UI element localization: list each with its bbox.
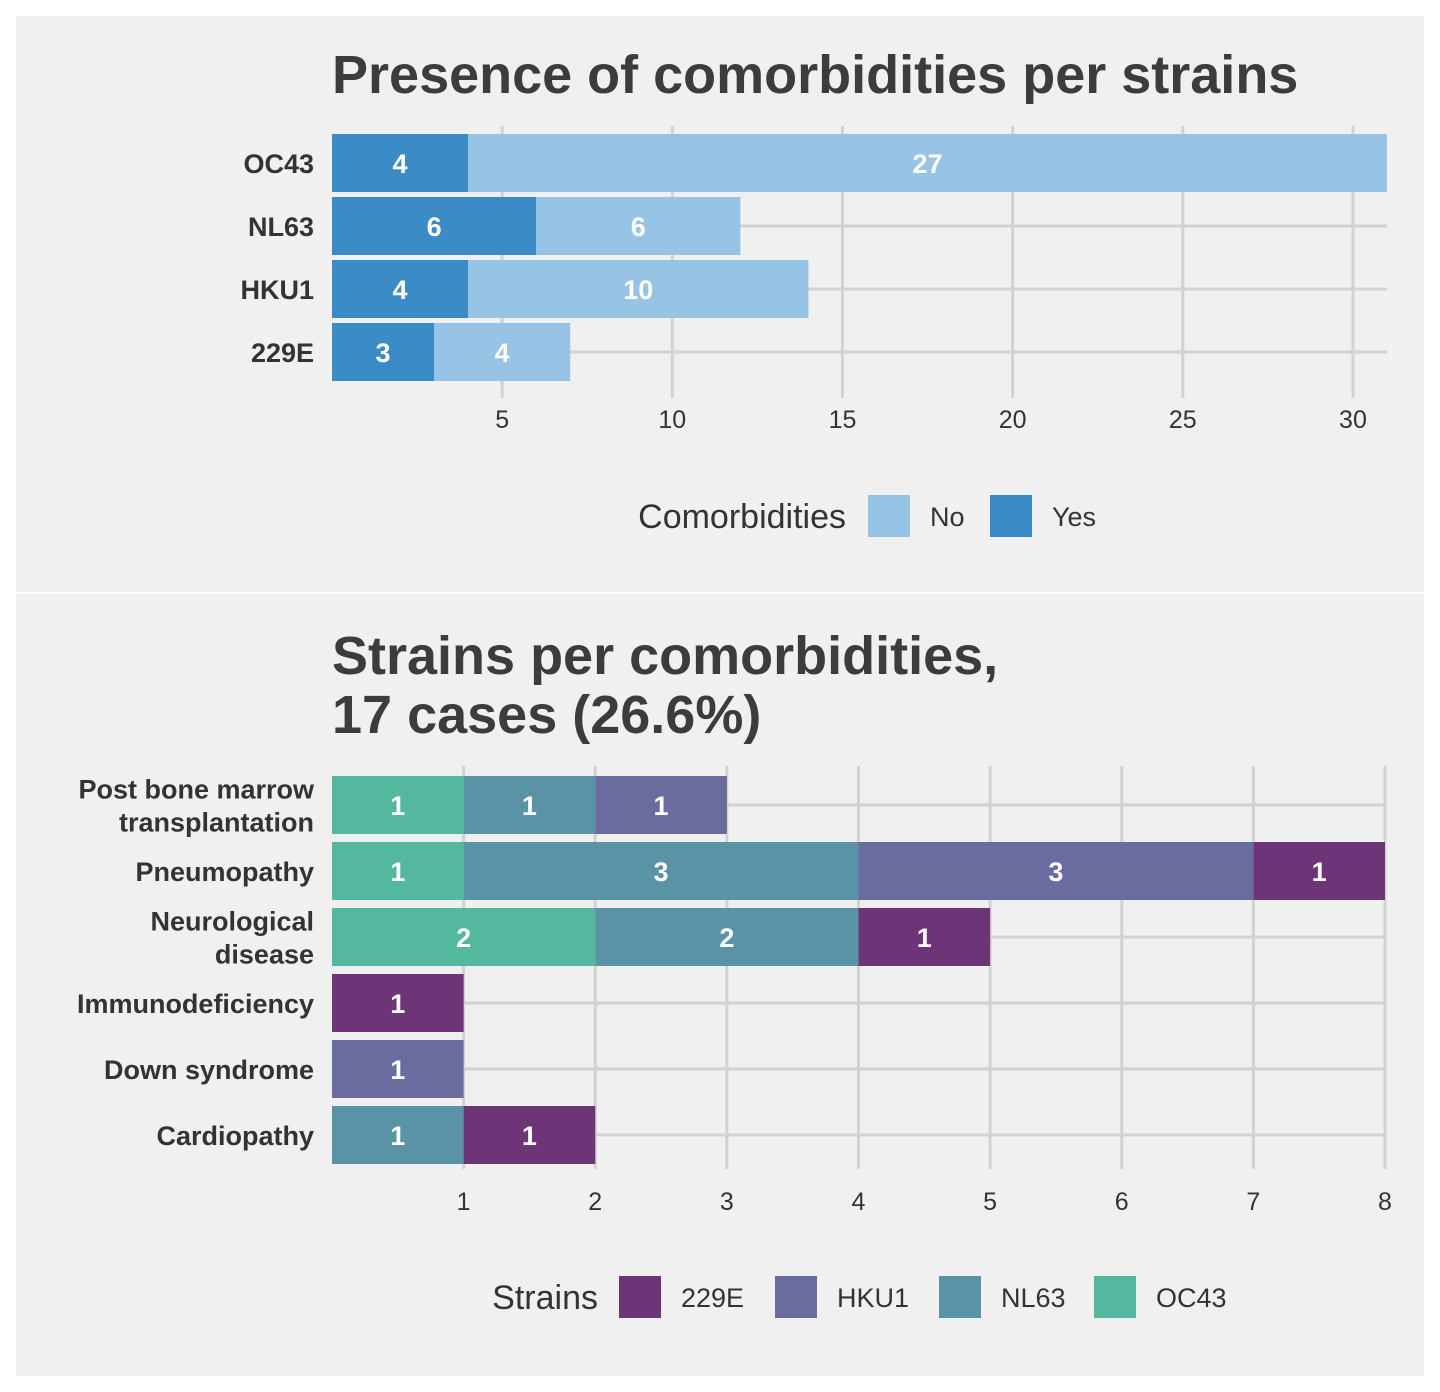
x-tick-label: 30: [1339, 406, 1367, 434]
legend-key: [939, 1276, 981, 1318]
chart-title-line: Strains per comorbidities,: [332, 626, 998, 686]
category-label: OC43: [243, 149, 314, 179]
bar-value-label: 10: [623, 275, 653, 305]
bar-value-label: 1: [917, 923, 932, 953]
bar-value-label: 4: [393, 149, 408, 179]
bar-segment: [332, 908, 596, 966]
category-label: transplantation: [119, 808, 314, 838]
category-label: Neurological: [150, 907, 314, 937]
bar-segment: [332, 197, 537, 255]
category-label: Pneumopathy: [135, 857, 314, 887]
category-label: Down syndrome: [104, 1055, 314, 1085]
bar-value-label: 1: [390, 1055, 405, 1085]
category-label: NL63: [248, 212, 314, 242]
legend-label: 229E: [681, 1283, 744, 1313]
x-tick-label: 3: [720, 1188, 734, 1216]
bar-segment: [858, 908, 991, 966]
bar-value-label: 1: [390, 791, 405, 821]
bar-value-label: 4: [393, 275, 408, 305]
bar-segment: [595, 776, 727, 834]
chart-title-line: 17 cases (26.6%): [332, 685, 761, 745]
bar-segment: [468, 134, 1387, 192]
category-label: 229E: [251, 338, 314, 368]
bar-segment: [332, 323, 435, 381]
x-tick-label: 10: [658, 406, 686, 434]
chart-title: Presence of comorbidities per strains: [332, 45, 1298, 105]
legend-key: [990, 495, 1032, 537]
chart-panel-comorbidities-per-strain: Presence of comorbidities per strains 4 27…: [16, 16, 1424, 592]
chart-comorbidities-per-strain: Presence of comorbidities per strains 4 27…: [240, 45, 1387, 537]
bar-segment: [332, 1040, 464, 1098]
bar-value-label: 1: [390, 989, 405, 1019]
legend-label: HKU1: [837, 1283, 909, 1313]
legend-label: OC43: [1156, 1283, 1227, 1313]
bar-segment: [463, 1106, 596, 1164]
bar-value-label: 1: [390, 857, 405, 887]
bar-segment: [332, 260, 469, 318]
bar-value-label: 6: [427, 212, 442, 242]
x-tick-label: 4: [852, 1188, 866, 1216]
x-tick-label: 5: [495, 406, 509, 434]
bar-value-label: 1: [654, 791, 669, 821]
bar-value-label: 2: [719, 923, 734, 953]
bar-segment: [332, 776, 464, 834]
bar-segment: [858, 842, 1254, 900]
legend-key: [775, 1276, 817, 1318]
bar-value-label: 3: [1048, 857, 1063, 887]
bar-segment: [468, 260, 809, 318]
bar-value-label: 6: [631, 212, 646, 242]
bar-segment: [332, 134, 469, 192]
legend-label: No: [930, 502, 965, 532]
bar-segment: [463, 776, 596, 834]
x-tick-label: 5: [983, 1188, 997, 1216]
x-tick-label: 25: [1169, 406, 1197, 434]
category-label: HKU1: [240, 275, 314, 305]
legend-title: Strains: [492, 1279, 598, 1317]
bar-value-label: 2: [456, 923, 471, 953]
x-tick-label: 7: [1246, 1188, 1260, 1216]
bar-value-label: 27: [913, 149, 943, 179]
bar-segment: [332, 1106, 464, 1164]
chart-panel-strains-per-comorbidity: Strains per comorbidities, 17 cases (26.6…: [16, 594, 1424, 1376]
x-tick-label: 15: [829, 406, 857, 434]
bar-value-label: 1: [522, 1121, 537, 1151]
legend-key: [619, 1276, 661, 1318]
x-tick-label: 6: [1115, 1188, 1129, 1216]
category-label: Immunodeficiency: [77, 989, 314, 1019]
x-tick-label: 2: [588, 1188, 602, 1216]
legend-label: Yes: [1052, 502, 1096, 532]
chart-strains-per-comorbidity: Strains per comorbidities,17 cases (26.6…: [77, 626, 1392, 1318]
category-label: Cardiopathy: [156, 1121, 314, 1151]
x-tick-label: 20: [999, 406, 1027, 434]
category-label: Post bone marrow: [78, 775, 315, 805]
bar-value-label: 1: [522, 791, 537, 821]
bar-value-label: 4: [495, 338, 510, 368]
legend-key: [868, 495, 910, 537]
bar-value-label: 1: [390, 1121, 405, 1151]
x-tick-label: 8: [1378, 1188, 1392, 1216]
bar-segment: [463, 842, 859, 900]
bar-value-label: 3: [654, 857, 669, 887]
bar-segment: [595, 908, 859, 966]
legend-title: Comorbidities: [638, 498, 846, 536]
legend-key: [1094, 1276, 1136, 1318]
bar-segment: [1253, 842, 1385, 900]
bar-value-label: 1: [1312, 857, 1327, 887]
bar-segment: [536, 197, 741, 255]
x-tick-label: 1: [457, 1188, 471, 1216]
bar-segment: [332, 974, 464, 1032]
bar-value-label: 3: [376, 338, 391, 368]
bar-segment: [332, 842, 464, 900]
legend-label: NL63: [1001, 1283, 1066, 1313]
category-label: disease: [215, 940, 314, 970]
bar-segment: [434, 323, 571, 381]
